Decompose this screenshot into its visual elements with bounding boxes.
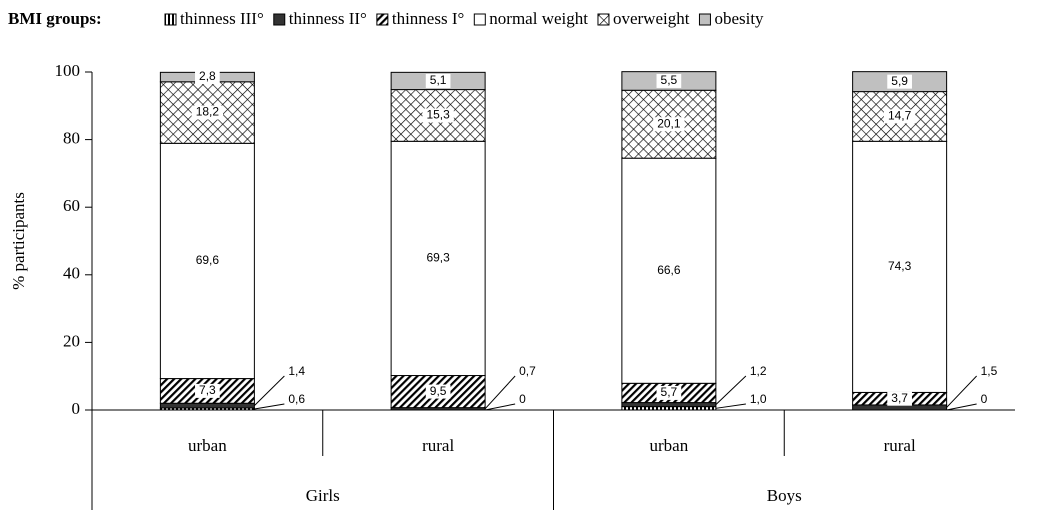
leader-line <box>254 403 285 410</box>
data-label: 69,3 <box>426 251 450 265</box>
leader-line <box>715 403 746 409</box>
x-tick-label: urban <box>650 436 689 455</box>
data-label: 5,7 <box>661 385 678 399</box>
data-label-bg <box>191 253 224 268</box>
data-label-bg <box>422 108 454 123</box>
group-label: Girls <box>306 486 340 505</box>
leader-line <box>715 375 747 405</box>
data-label-bg <box>653 117 685 132</box>
data-label: 1,4 <box>288 364 305 378</box>
data-label: 66,6 <box>657 263 681 277</box>
data-label: 3,7 <box>891 391 908 405</box>
data-label: 15,3 <box>426 108 450 122</box>
data-label-bg <box>883 259 916 274</box>
data-label: 9,5 <box>430 384 447 398</box>
legend-swatch <box>164 13 177 26</box>
data-label-bg <box>195 383 220 398</box>
leader-line <box>946 375 977 408</box>
leader-line <box>484 375 516 410</box>
data-label: 0,7 <box>519 364 536 378</box>
legend-title: BMI groups: <box>8 9 102 28</box>
data-label: 2,8 <box>199 69 216 83</box>
y-tick-label: 0 <box>72 399 81 418</box>
bar-segment <box>159 402 255 409</box>
x-tick-label: rural <box>422 436 454 455</box>
data-label-bg <box>425 384 451 399</box>
legend-label: thinness III° <box>180 9 264 28</box>
leader-line <box>946 403 977 411</box>
leader-line <box>254 375 285 406</box>
legend-swatch <box>273 13 286 26</box>
y-tick-label: 20 <box>63 331 80 350</box>
data-label: 74,3 <box>888 259 912 273</box>
legend-label: overweight <box>613 9 690 28</box>
data-label: 20,1 <box>657 116 681 130</box>
data-label: 7,3 <box>199 383 216 397</box>
data-label: 0 <box>981 392 988 406</box>
data-label: 69,6 <box>196 253 220 267</box>
data-label-bg <box>191 105 224 120</box>
data-label: 5,1 <box>430 73 447 87</box>
data-label-bg <box>887 74 912 89</box>
legend-label: obesity <box>714 9 764 28</box>
data-label-bg <box>887 391 912 406</box>
data-label: 1,2 <box>750 364 767 378</box>
x-tick-label: urban <box>188 436 227 455</box>
bar-segment <box>621 406 717 411</box>
data-label: 5,9 <box>891 74 908 88</box>
y-tick-label: 80 <box>63 129 80 148</box>
data-label: 5,5 <box>661 73 678 87</box>
data-label: 0 <box>519 392 526 406</box>
legend-label: thinness I° <box>392 9 464 28</box>
x-tick-label: rural <box>884 436 916 455</box>
data-label-bg <box>195 70 220 85</box>
data-label-bg <box>883 109 916 124</box>
data-label-bg <box>653 263 685 278</box>
data-label: 14,7 <box>888 109 912 123</box>
bar-segment <box>852 404 948 411</box>
legend-swatch <box>698 13 711 26</box>
legend-label: normal weight <box>489 9 588 28</box>
legend-swatch <box>597 13 610 26</box>
legend-swatch <box>376 13 389 26</box>
data-label-bg <box>656 385 682 400</box>
y-tick-label: 40 <box>63 264 80 283</box>
bar-segment <box>621 402 717 408</box>
data-label-bg <box>425 73 451 88</box>
data-label-bg <box>422 251 454 266</box>
group-label: Boys <box>767 486 802 505</box>
y-axis-label: % participants <box>9 192 28 290</box>
legend-swatch <box>473 13 486 26</box>
data-label-bg <box>656 73 682 88</box>
leader-line <box>485 403 516 411</box>
legend-label: thinness II° <box>289 9 367 28</box>
data-label: 0,6 <box>288 392 305 406</box>
data-label: 1,0 <box>750 392 767 406</box>
y-tick-label: 60 <box>63 196 80 215</box>
data-label: 18,2 <box>196 105 220 119</box>
y-tick-label: 100 <box>55 61 81 80</box>
data-label: 1,5 <box>981 364 998 378</box>
